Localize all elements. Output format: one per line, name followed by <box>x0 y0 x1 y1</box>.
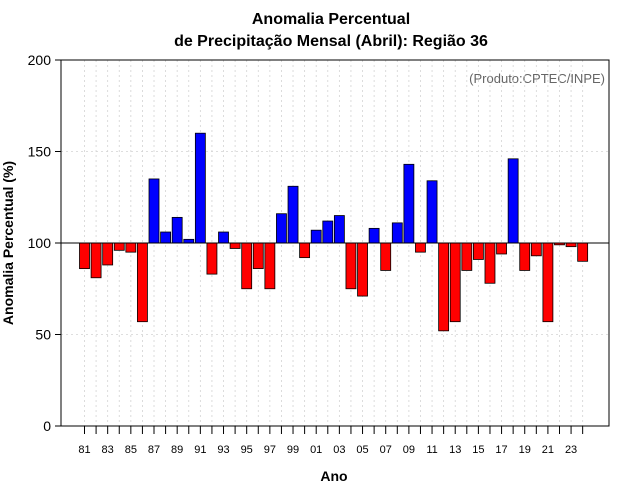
bar-96 <box>252 242 264 270</box>
y-tick-label-0: 0 <box>43 418 51 434</box>
x-tick-label-23: 23 <box>565 444 577 456</box>
bar-06 <box>368 227 380 244</box>
x-tick-label-85: 85 <box>125 444 137 456</box>
bar-08 <box>391 222 403 244</box>
bar-92 <box>206 242 218 275</box>
source-note: (Produto:CPTEC/INPE) <box>469 71 605 86</box>
x-tick-label-03: 03 <box>333 444 345 456</box>
bar-82 <box>90 242 102 279</box>
bar-09 <box>403 163 415 244</box>
x-tick-label-97: 97 <box>264 444 276 456</box>
bar-00 <box>299 242 311 259</box>
bar-81 <box>79 242 90 270</box>
bar-89 <box>171 216 183 244</box>
bar-91 <box>194 132 206 244</box>
y-tick-label-50: 50 <box>35 327 51 343</box>
bar-85 <box>125 242 137 253</box>
x-tick-label-81: 81 <box>78 444 90 456</box>
x-tick-label-11: 11 <box>426 444 437 456</box>
bar-03 <box>333 215 345 244</box>
x-tick-label-17: 17 <box>495 444 507 456</box>
bar-86 <box>137 242 148 323</box>
y-tick-label-100: 100 <box>28 235 52 251</box>
bar-88 <box>160 231 171 244</box>
x-tick-label-99: 99 <box>287 444 299 456</box>
y-axis-label: Anomalia Percentual (%) <box>0 161 16 325</box>
bar-94 <box>229 242 241 249</box>
bar-21 <box>542 242 554 323</box>
bar-90 <box>183 238 195 244</box>
bar-15 <box>472 242 484 260</box>
bar-17 <box>496 242 507 255</box>
x-tick-label-09: 09 <box>403 444 415 456</box>
axes: 0 50 100 150 200 81 83 85 87 89 91 93 95 97 99 01 03 05 07… <box>28 52 610 456</box>
x-tick-label-05: 05 <box>356 444 368 456</box>
x-tick-label-87: 87 <box>148 444 160 456</box>
x-tick-label-89: 89 <box>171 444 183 456</box>
bar-99 <box>287 185 299 244</box>
x-tick-label-21: 21 <box>542 444 554 456</box>
chart-title-line2: de Precipitação Mensal (Abril): Região 3… <box>174 33 488 50</box>
bar-16 <box>484 242 496 284</box>
x-tick-label-83: 83 <box>102 444 114 456</box>
bars <box>79 132 589 332</box>
x-tick-label-15: 15 <box>472 444 484 456</box>
y-tick-label-200: 200 <box>28 52 52 68</box>
bar-10 <box>415 242 426 253</box>
y-tick-label-150: 150 <box>28 144 52 160</box>
bar-13 <box>449 242 461 323</box>
bar-23 <box>565 242 577 248</box>
bar-12 <box>438 242 450 332</box>
bar-07 <box>380 242 392 271</box>
bar-93 <box>218 231 229 244</box>
x-tick-label-07: 07 <box>380 444 392 456</box>
bar-01 <box>310 229 322 244</box>
x-tick-label-91: 91 <box>194 444 206 456</box>
bar-87 <box>148 178 160 244</box>
x-tick-label-13: 13 <box>449 444 461 456</box>
x-tick-label-95: 95 <box>241 444 253 456</box>
bar-24 <box>577 242 589 262</box>
bar-19 <box>519 242 531 271</box>
bar-04 <box>345 242 357 290</box>
bar-18 <box>507 158 519 244</box>
x-axis-label: Ano <box>320 468 347 484</box>
grid-lines <box>61 60 609 426</box>
bar-20 <box>530 242 542 257</box>
bar-11 <box>426 180 438 244</box>
bar-97 <box>264 242 276 290</box>
x-tick-label-01: 01 <box>310 444 322 456</box>
bar-98 <box>276 213 287 244</box>
bar-84 <box>113 242 125 251</box>
bar-02 <box>322 220 334 244</box>
bar-05 <box>357 242 368 297</box>
bar-83 <box>102 242 114 266</box>
bar-95 <box>241 242 253 290</box>
x-tick-label-19: 19 <box>519 444 531 456</box>
bar-14 <box>461 242 473 271</box>
x-tick-label-93: 93 <box>217 444 229 456</box>
chart-title-line1: Anomalia Percentual <box>252 11 410 28</box>
